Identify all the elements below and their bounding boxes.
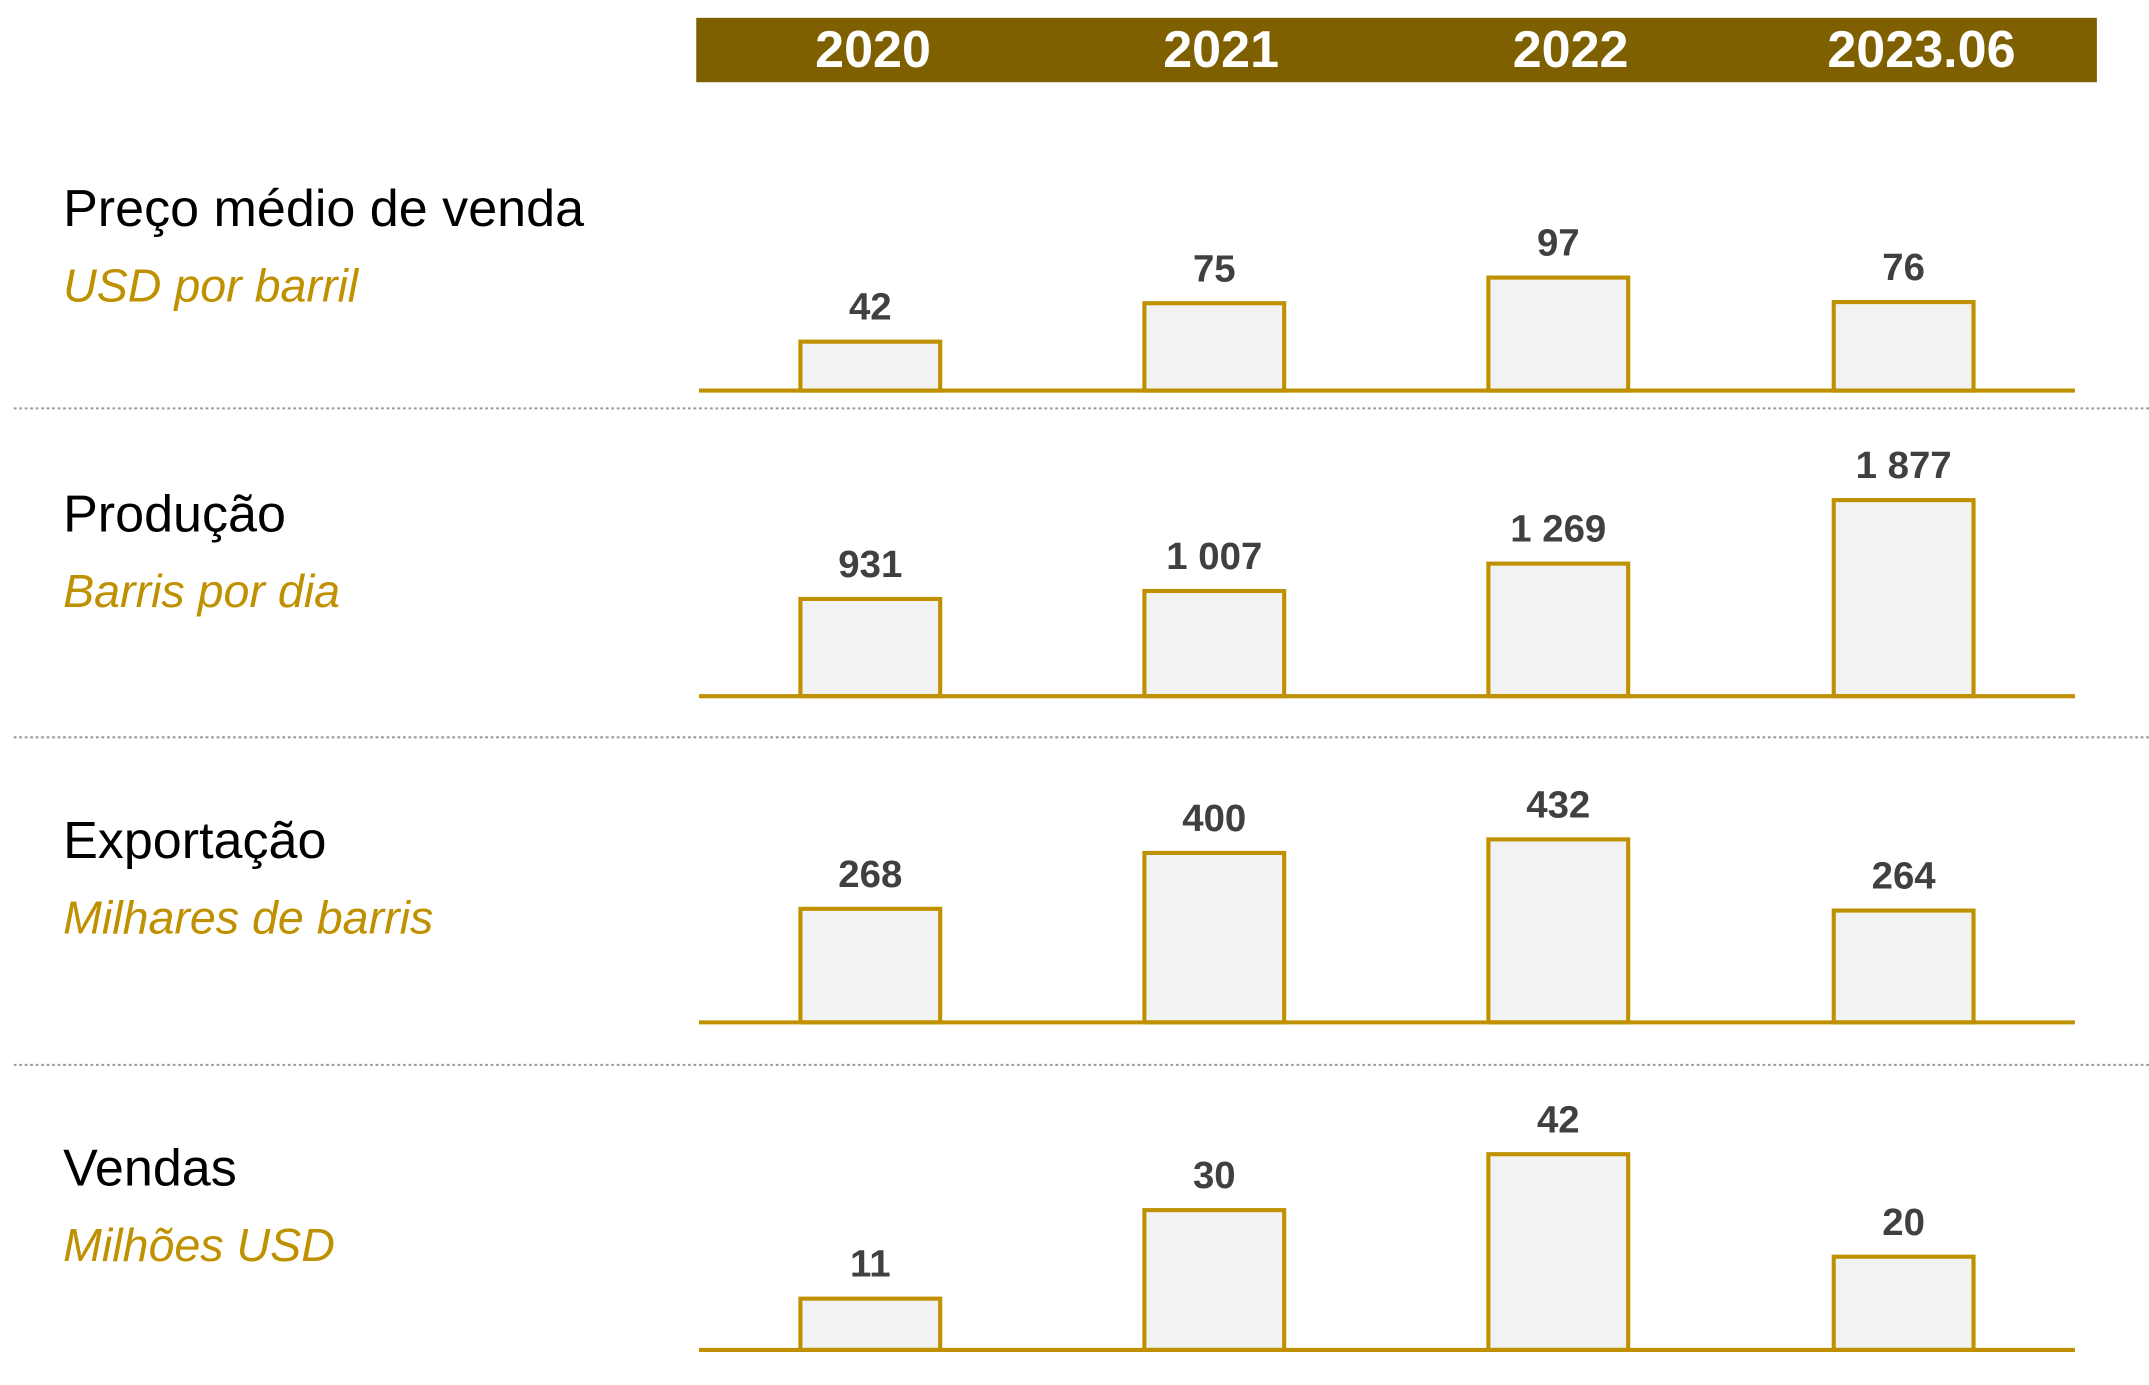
value-label: 1 877	[1856, 444, 1952, 487]
value-label: 76	[1882, 246, 1925, 289]
value-label: 400	[1182, 797, 1246, 840]
bar	[1142, 1208, 1287, 1352]
bar	[798, 339, 943, 393]
value-label: 11	[850, 1243, 891, 1286]
value-label: 30	[1193, 1154, 1236, 1197]
panel-title: Preço médio de venda	[63, 180, 584, 238]
value-label: 268	[838, 853, 902, 896]
value-label: 42	[849, 286, 892, 329]
panel-unit: Milhões USD	[63, 1219, 335, 1271]
year-label: 2020	[815, 21, 931, 79]
bar	[1831, 908, 1976, 1025]
bar	[1486, 1152, 1631, 1352]
panel-title: Vendas	[63, 1139, 237, 1197]
bar	[1142, 588, 1287, 699]
panel-title: Produção	[63, 486, 286, 544]
value-label: 97	[1537, 222, 1580, 265]
year-label: 2023.06	[1827, 21, 2015, 79]
value-label: 20	[1882, 1201, 1925, 1244]
bar	[798, 1296, 943, 1352]
year-label: 2021	[1163, 21, 1279, 79]
bar	[1142, 850, 1287, 1025]
value-label: 931	[838, 543, 902, 586]
value-label: 42	[1537, 1098, 1580, 1141]
panel-unit: Milhares de barris	[63, 891, 433, 943]
value-label: 264	[1872, 855, 1937, 898]
bar	[798, 596, 943, 699]
value-label: 432	[1526, 783, 1590, 826]
bar	[1831, 498, 1976, 699]
bar	[1831, 299, 1976, 393]
value-label: 1 269	[1510, 508, 1606, 551]
bar	[1486, 275, 1631, 393]
panel-unit: Barris por dia	[63, 565, 340, 617]
bar	[1486, 837, 1631, 1025]
panel-unit: USD por barril	[63, 260, 360, 312]
value-label: 75	[1193, 247, 1236, 290]
year-label: 2022	[1513, 21, 1629, 79]
bar	[1142, 301, 1287, 393]
panel-title: Exportação	[63, 812, 326, 870]
value-label: 1 007	[1166, 535, 1262, 578]
header-bar	[696, 17, 2097, 83]
bar	[1486, 561, 1631, 699]
bar	[1831, 1254, 1976, 1352]
bar	[798, 906, 943, 1025]
